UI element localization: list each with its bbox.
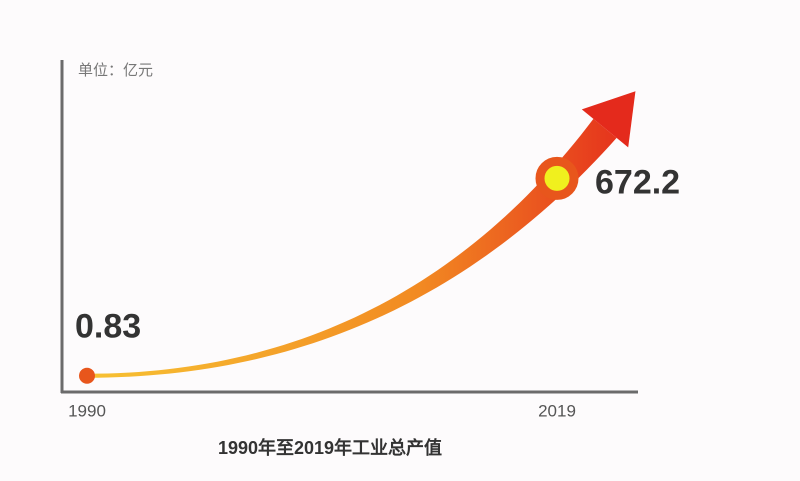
chart-title: 1990年至2019年工业总产值 <box>218 437 442 458</box>
data-label: 0.83 <box>75 308 141 346</box>
trend-band <box>87 118 617 378</box>
unit-label: 单位：亿元 <box>78 62 153 79</box>
end-point <box>535 156 579 200</box>
x-tick-label: 1990 <box>68 401 106 420</box>
trend-arrowhead <box>581 91 636 148</box>
data-label: 672.2 <box>595 163 680 201</box>
start-point <box>79 367 95 384</box>
x-tick-label: 2019 <box>538 401 576 420</box>
